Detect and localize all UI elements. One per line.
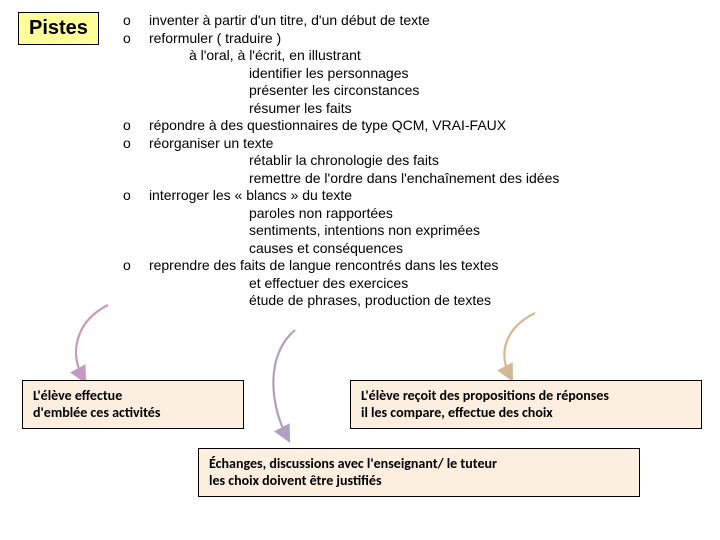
bullet-marker: o — [119, 187, 149, 205]
list-subitem: présenter les circonstances — [119, 82, 559, 100]
list-item-text: reprendre des faits de langue rencontrés… — [149, 257, 498, 275]
bullet-marker: o — [119, 257, 149, 275]
list-item-text: interroger les « blancs » du texte — [149, 187, 352, 205]
list-item-text: réorganiser un texte — [149, 135, 274, 153]
arrow-left-path — [76, 305, 108, 378]
arrow-left — [48, 300, 148, 390]
title-text: Pistes — [29, 17, 88, 39]
list-item: oréorganiser un texte — [119, 135, 559, 153]
bullet-marker: o — [119, 117, 149, 135]
list-subitem: causes et conséquences — [119, 240, 559, 258]
bullet-marker: o — [119, 135, 149, 153]
box-left: L'élève effectue d'emblée ces activités — [22, 380, 244, 429]
list-item-text: reformuler ( traduire ) — [149, 30, 281, 48]
bullet-marker: o — [119, 12, 149, 30]
arrow-right — [480, 308, 580, 388]
top-row: Pistes oinventer à partir d'un titre, d'… — [18, 12, 702, 310]
list-item: oinventer à partir d'un titre, d'un débu… — [119, 12, 559, 30]
list-subitem: à l'oral, à l'écrit, en illustrant — [119, 47, 559, 65]
box-bottom-line2: les choix doivent être justifiés — [209, 472, 629, 490]
box-right: L'élève reçoit des propositions de répon… — [350, 380, 702, 429]
list-subitem: sentiments, intentions non exprimées — [119, 222, 559, 240]
box-right-line1: L'élève reçoit des propositions de répon… — [361, 387, 691, 405]
arrow-right-path — [504, 313, 535, 376]
list-subitem: rétablir la chronologie des faits — [119, 152, 559, 170]
box-left-line1: L'élève effectue — [33, 387, 233, 405]
list-subitem: étude de phrases, production de textes — [119, 292, 559, 310]
list-item-text: inventer à partir d'un titre, d'un début… — [149, 12, 430, 30]
list-item: oreprendre des faits de langue rencontré… — [119, 257, 559, 275]
list-item: ointerroger les « blancs » du texte — [119, 187, 559, 205]
box-left-line2: d'emblée ces activités — [33, 404, 233, 422]
list-subitem: identifier les personnages — [119, 65, 559, 83]
list-subitem: résumer les faits — [119, 100, 559, 118]
title-box: Pistes — [18, 12, 99, 45]
list-item: orépondre à des questionnaires de type Q… — [119, 117, 559, 135]
list-item: oreformuler ( traduire ) — [119, 30, 559, 48]
list-subitem: et effectuer des exercices — [119, 275, 559, 293]
list-item-text: répondre à des questionnaires de type QC… — [149, 117, 506, 135]
arrow-middle — [255, 325, 335, 445]
arrow-middle-path — [273, 330, 295, 437]
list-subitem: paroles non rapportées — [119, 205, 559, 223]
box-bottom-line1: Échanges, discussions avec l'enseignant/… — [209, 455, 629, 473]
bullet-list: oinventer à partir d'un titre, d'un débu… — [119, 12, 559, 310]
list-subitem: remettre de l'ordre dans l'enchaînement … — [119, 170, 559, 188]
bullet-marker: o — [119, 30, 149, 48]
box-right-line2: il les compare, effectue des choix — [361, 404, 691, 422]
box-bottom: Échanges, discussions avec l'enseignant/… — [198, 448, 640, 497]
